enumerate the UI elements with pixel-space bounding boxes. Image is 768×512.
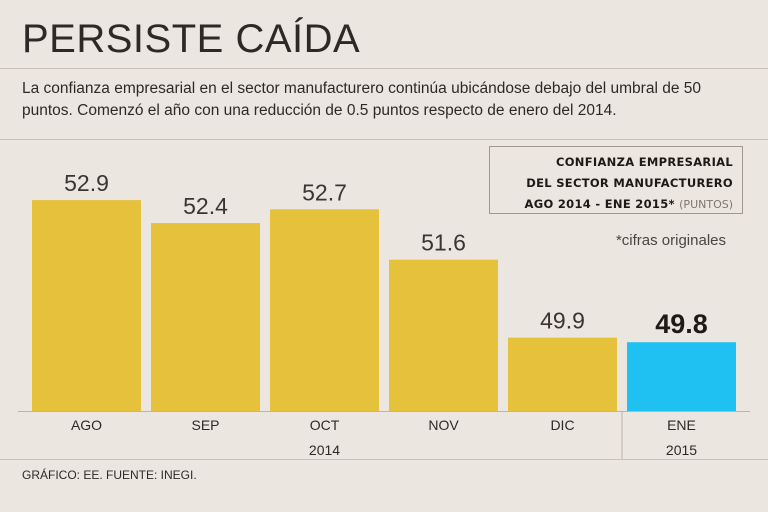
x-tick-ene: ENE [667,417,696,433]
bar-oct [270,209,379,411]
title-divider [0,68,768,69]
value-label-oct: 52.7 [302,179,347,205]
source-credit: GRÁFICO: EE. FUENTE: INEGI. [22,468,197,482]
value-label-ago: 52.9 [64,170,109,196]
value-label-dic: 49.9 [540,308,585,334]
legend-period: AGO 2014 - ENE 2015* [524,197,675,211]
chart-description: La confianza empresarial en el sector ma… [22,80,701,119]
footer-divider [0,459,768,460]
x-tick-oct: OCT [310,417,340,433]
year-label-2015: 2015 [666,442,697,458]
bar-dic [508,337,617,411]
legend-line-2: DEL SECTOR MANUFACTURERO [526,176,733,190]
bar-ene [627,342,736,411]
x-tick-sep: SEP [191,417,219,433]
value-label-nov: 51.6 [421,230,466,256]
legend-line-3: AGO 2014 - ENE 2015* (PUNTOS) [490,194,733,215]
x-tick-nov: NOV [428,417,459,433]
bar-ago [32,200,141,411]
x-tick-dic: DIC [550,417,574,433]
bar-sep [151,223,260,411]
year-label-2014: 2014 [309,442,340,458]
chart-top-divider [0,139,768,140]
x-tick-ago: AGO [71,417,102,433]
chart-legend: CONFIANZA EMPRESARIAL DEL SECTOR MANUFAC… [489,146,743,214]
bar-chart: 52.9 52.4 52.7 51.6 49.9 49.8 AGO SEP OCT NOV DIC… [18,170,750,459]
bar-nov [389,259,498,411]
value-label-sep: 52.4 [183,193,228,219]
page-title: PERSISTE CAÍDA [22,17,361,61]
value-label-ene: 49.8 [655,309,708,339]
legend-units: (PUNTOS) [679,198,733,211]
legend-line-1: CONFIANZA EMPRESARIAL [555,155,733,169]
footnote: *cifras originales [615,232,726,249]
